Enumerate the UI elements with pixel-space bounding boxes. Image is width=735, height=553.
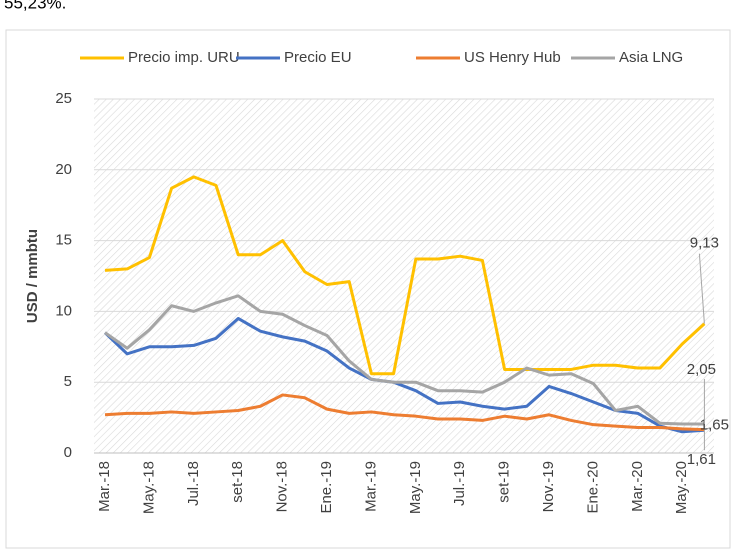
data-label: 9,13: [690, 235, 719, 252]
x-tick-label: Ene.-19: [318, 461, 335, 514]
x-tick-label: Ene.-20: [584, 461, 601, 514]
data-label: 1,65: [700, 417, 729, 434]
series-line: [104, 393, 705, 432]
x-tick-label: Mar.-20: [629, 461, 646, 512]
legend-label: Precio EU: [284, 49, 352, 66]
y-tick-label: 10: [55, 302, 72, 319]
x-tick-label: set-18: [229, 461, 246, 503]
leader-line: [704, 427, 711, 431]
x-tick-label: Nov.-18: [274, 461, 291, 512]
x-tick-label: May.-20: [673, 461, 690, 514]
y-tick-label: 0: [64, 444, 72, 461]
x-tick-label: Mar.-18: [96, 461, 113, 512]
x-tick-label: May.-19: [407, 461, 424, 514]
series-line: [104, 175, 706, 376]
y-tick-label: 15: [55, 232, 72, 249]
x-tick-label: Jul.-19: [451, 461, 468, 506]
series-line: [104, 294, 705, 426]
x-tick-label: Nov.-19: [540, 461, 557, 512]
plot-area: [94, 99, 714, 453]
legend-label: Asia LNG: [619, 49, 683, 66]
x-tick-label: May.-18: [140, 461, 157, 514]
x-tick-label: set-19: [496, 461, 513, 503]
legend-label: US Henry Hub: [464, 49, 561, 66]
leader-line: [698, 253, 705, 324]
series-line: [103, 316, 705, 434]
y-tick-label: 20: [55, 161, 72, 178]
note-top: 55,23%.: [4, 0, 66, 12]
y-tick-label: 25: [55, 90, 72, 107]
x-tick-label: Mar.-19: [362, 461, 379, 512]
legend-label: Precio imp. URU: [128, 49, 240, 66]
y-axis-title: USD / mmbtu: [24, 229, 41, 323]
data-label: 1,61: [687, 451, 716, 468]
x-tick-label: Jul.-18: [185, 461, 202, 506]
y-tick-label: 5: [64, 373, 72, 390]
data-label: 2,05: [687, 361, 716, 378]
